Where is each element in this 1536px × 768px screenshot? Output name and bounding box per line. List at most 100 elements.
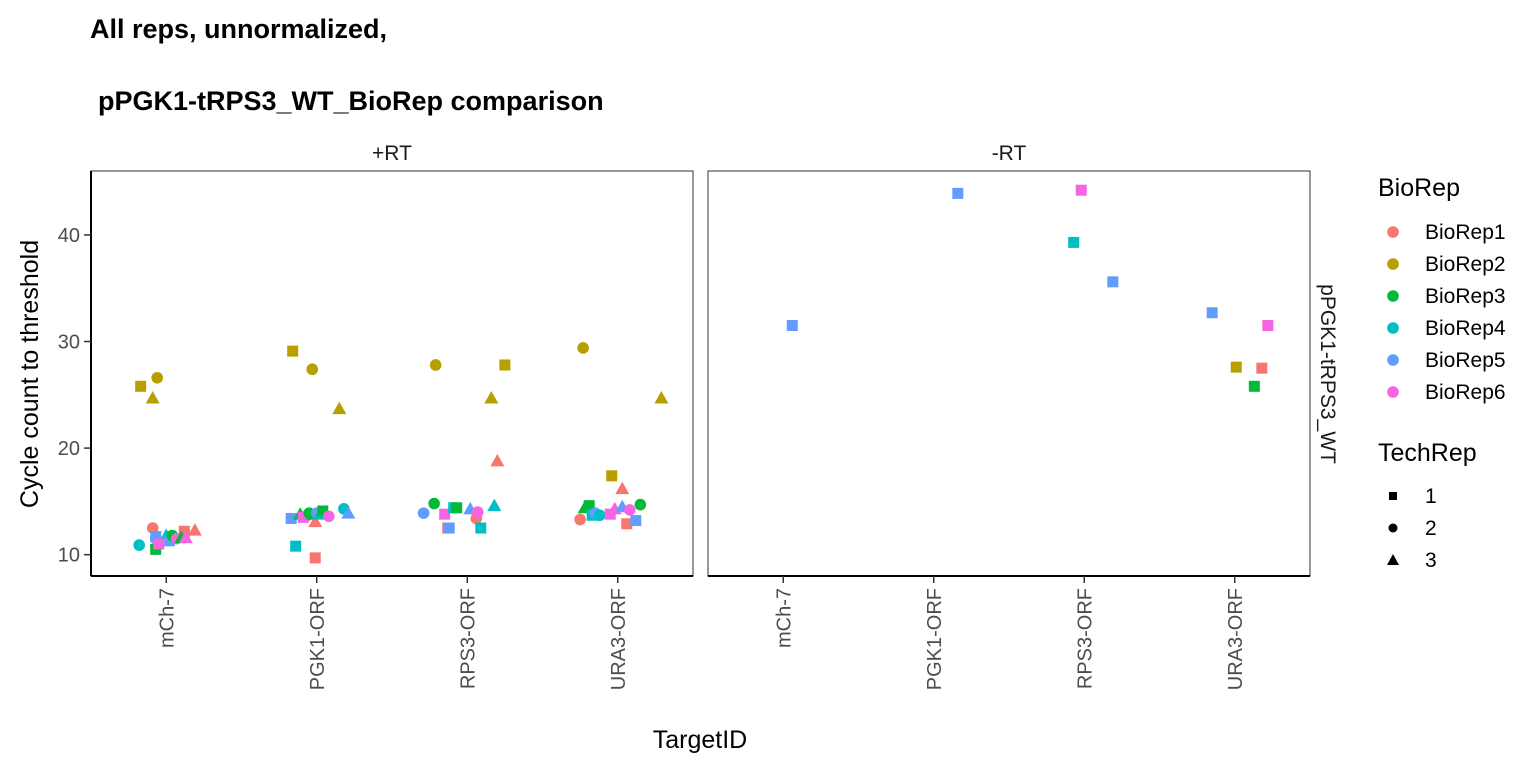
x-tick-label: URA3-ORF — [1225, 588, 1247, 690]
x-tick-label: RPS3-ORF — [457, 588, 479, 689]
strip-plusrt: +RT — [372, 142, 412, 165]
data-point — [285, 512, 297, 524]
data-point — [654, 391, 669, 404]
legend-color-label: BioRep1 — [1425, 221, 1506, 244]
legend: BioRep BioRep1BioRep2BioRep3BioRep4BioRe… — [1378, 174, 1506, 572]
legend-shape-label: 1 — [1425, 485, 1437, 508]
x-tick-label: mCh-7 — [156, 588, 178, 648]
legend-color-key — [1387, 290, 1399, 302]
data-point — [306, 363, 319, 376]
data-point — [146, 522, 159, 534]
data-point — [332, 401, 347, 415]
data-point — [150, 531, 162, 543]
data-point — [178, 530, 193, 544]
data-point — [187, 523, 202, 536]
data-point — [322, 510, 335, 523]
strip-minusrt: -RT — [992, 142, 1027, 165]
data-point — [577, 342, 589, 354]
data-point — [317, 505, 329, 517]
data-point — [615, 481, 630, 495]
data-point — [621, 518, 633, 530]
legend-color-label: BioRep6 — [1425, 381, 1506, 404]
x-tick-label: mCh-7 — [773, 588, 795, 648]
data-point — [499, 359, 511, 371]
data-point — [308, 514, 323, 528]
y-axis-title: Cycle count to threshold — [16, 240, 44, 508]
y-tick-label: 40 — [58, 225, 80, 247]
x-axis-title: TargetID — [653, 726, 747, 754]
data-point — [1256, 362, 1268, 374]
data-point — [606, 470, 618, 482]
legend-color-title: BioRep — [1378, 174, 1460, 202]
data-point — [341, 506, 356, 519]
legend-shape-title: TechRep — [1378, 439, 1477, 467]
data-point — [417, 507, 430, 519]
legend-shape-key — [1387, 554, 1399, 565]
data-point — [583, 500, 595, 512]
data-point — [429, 359, 442, 371]
data-point — [1075, 184, 1087, 196]
legend-color-key — [1387, 386, 1399, 398]
data-point — [630, 515, 642, 527]
data-point — [786, 320, 798, 332]
data-point — [153, 538, 165, 550]
data-point — [1206, 307, 1218, 319]
x-tick-label: PGK1-ORF — [307, 588, 329, 690]
row-strip-label: pPGK1-tRPS3_WT — [1316, 284, 1339, 464]
y-tick-label: 30 — [58, 332, 80, 354]
chart-title-line2: pPGK1-tRPS3_WT_BioRep comparison — [98, 86, 604, 116]
legend-shape-entries: 1 2 3 — [1387, 485, 1437, 572]
data-point — [428, 497, 440, 510]
data-point — [287, 345, 299, 357]
legend-color-key — [1387, 258, 1399, 270]
chart-title-line1: All reps, unnormalized, — [90, 14, 387, 44]
data-point — [1107, 276, 1119, 288]
legend-color-key — [1387, 226, 1399, 238]
data-point — [574, 513, 586, 526]
data-point — [1248, 380, 1260, 392]
data-point — [1262, 320, 1274, 332]
x-tick-label: RPS3-ORF — [1074, 588, 1096, 689]
data-point — [309, 552, 321, 564]
data-point — [443, 522, 455, 534]
data-point — [178, 525, 190, 537]
data-point — [151, 371, 164, 384]
data-point — [593, 509, 606, 522]
data-point — [1068, 236, 1080, 248]
data-point — [623, 504, 636, 516]
legend-color-key — [1387, 322, 1399, 334]
data-point — [135, 380, 147, 392]
data-point — [290, 540, 302, 552]
panel-minusrt-frame — [707, 170, 1311, 577]
data-point — [1230, 361, 1242, 373]
data-point — [475, 522, 487, 534]
x-tick-label: PGK1-ORF — [924, 588, 946, 690]
data-point — [439, 508, 451, 520]
legend-color-label: BioRep3 — [1425, 285, 1506, 308]
legend-color-key — [1387, 354, 1399, 366]
legend-shape-key — [1388, 523, 1398, 533]
data-point — [451, 502, 463, 514]
legend-color-entries: BioRep1 BioRep2 BioRep3 BioRep4 BioRep5 BioRe… — [1387, 221, 1506, 404]
data-point — [471, 506, 484, 518]
x-axes: mCh-7 PGK1-ORF RPS3-ORF URA3-ORF mCh-7 PGK1-O… — [91, 575, 1310, 690]
data-points — [133, 184, 1274, 564]
legend-color-label: BioRep2 — [1425, 253, 1506, 276]
data-point — [145, 391, 160, 404]
data-point — [487, 498, 502, 512]
y-axis: 10 20 30 40 — [58, 171, 92, 576]
data-point — [634, 498, 647, 511]
legend-color-label: BioRep5 — [1425, 349, 1506, 372]
y-tick-label: 20 — [58, 438, 80, 460]
data-point — [952, 187, 964, 199]
x-tick-label: URA3-ORF — [608, 588, 630, 690]
data-point — [133, 539, 145, 551]
legend-shape-label: 3 — [1425, 549, 1437, 572]
legend-shape-key — [1389, 492, 1397, 500]
legend-shape-label: 2 — [1425, 517, 1437, 540]
data-point — [490, 453, 505, 467]
legend-color-label: BioRep4 — [1425, 317, 1506, 340]
data-point — [484, 391, 499, 404]
data-point — [163, 535, 175, 547]
